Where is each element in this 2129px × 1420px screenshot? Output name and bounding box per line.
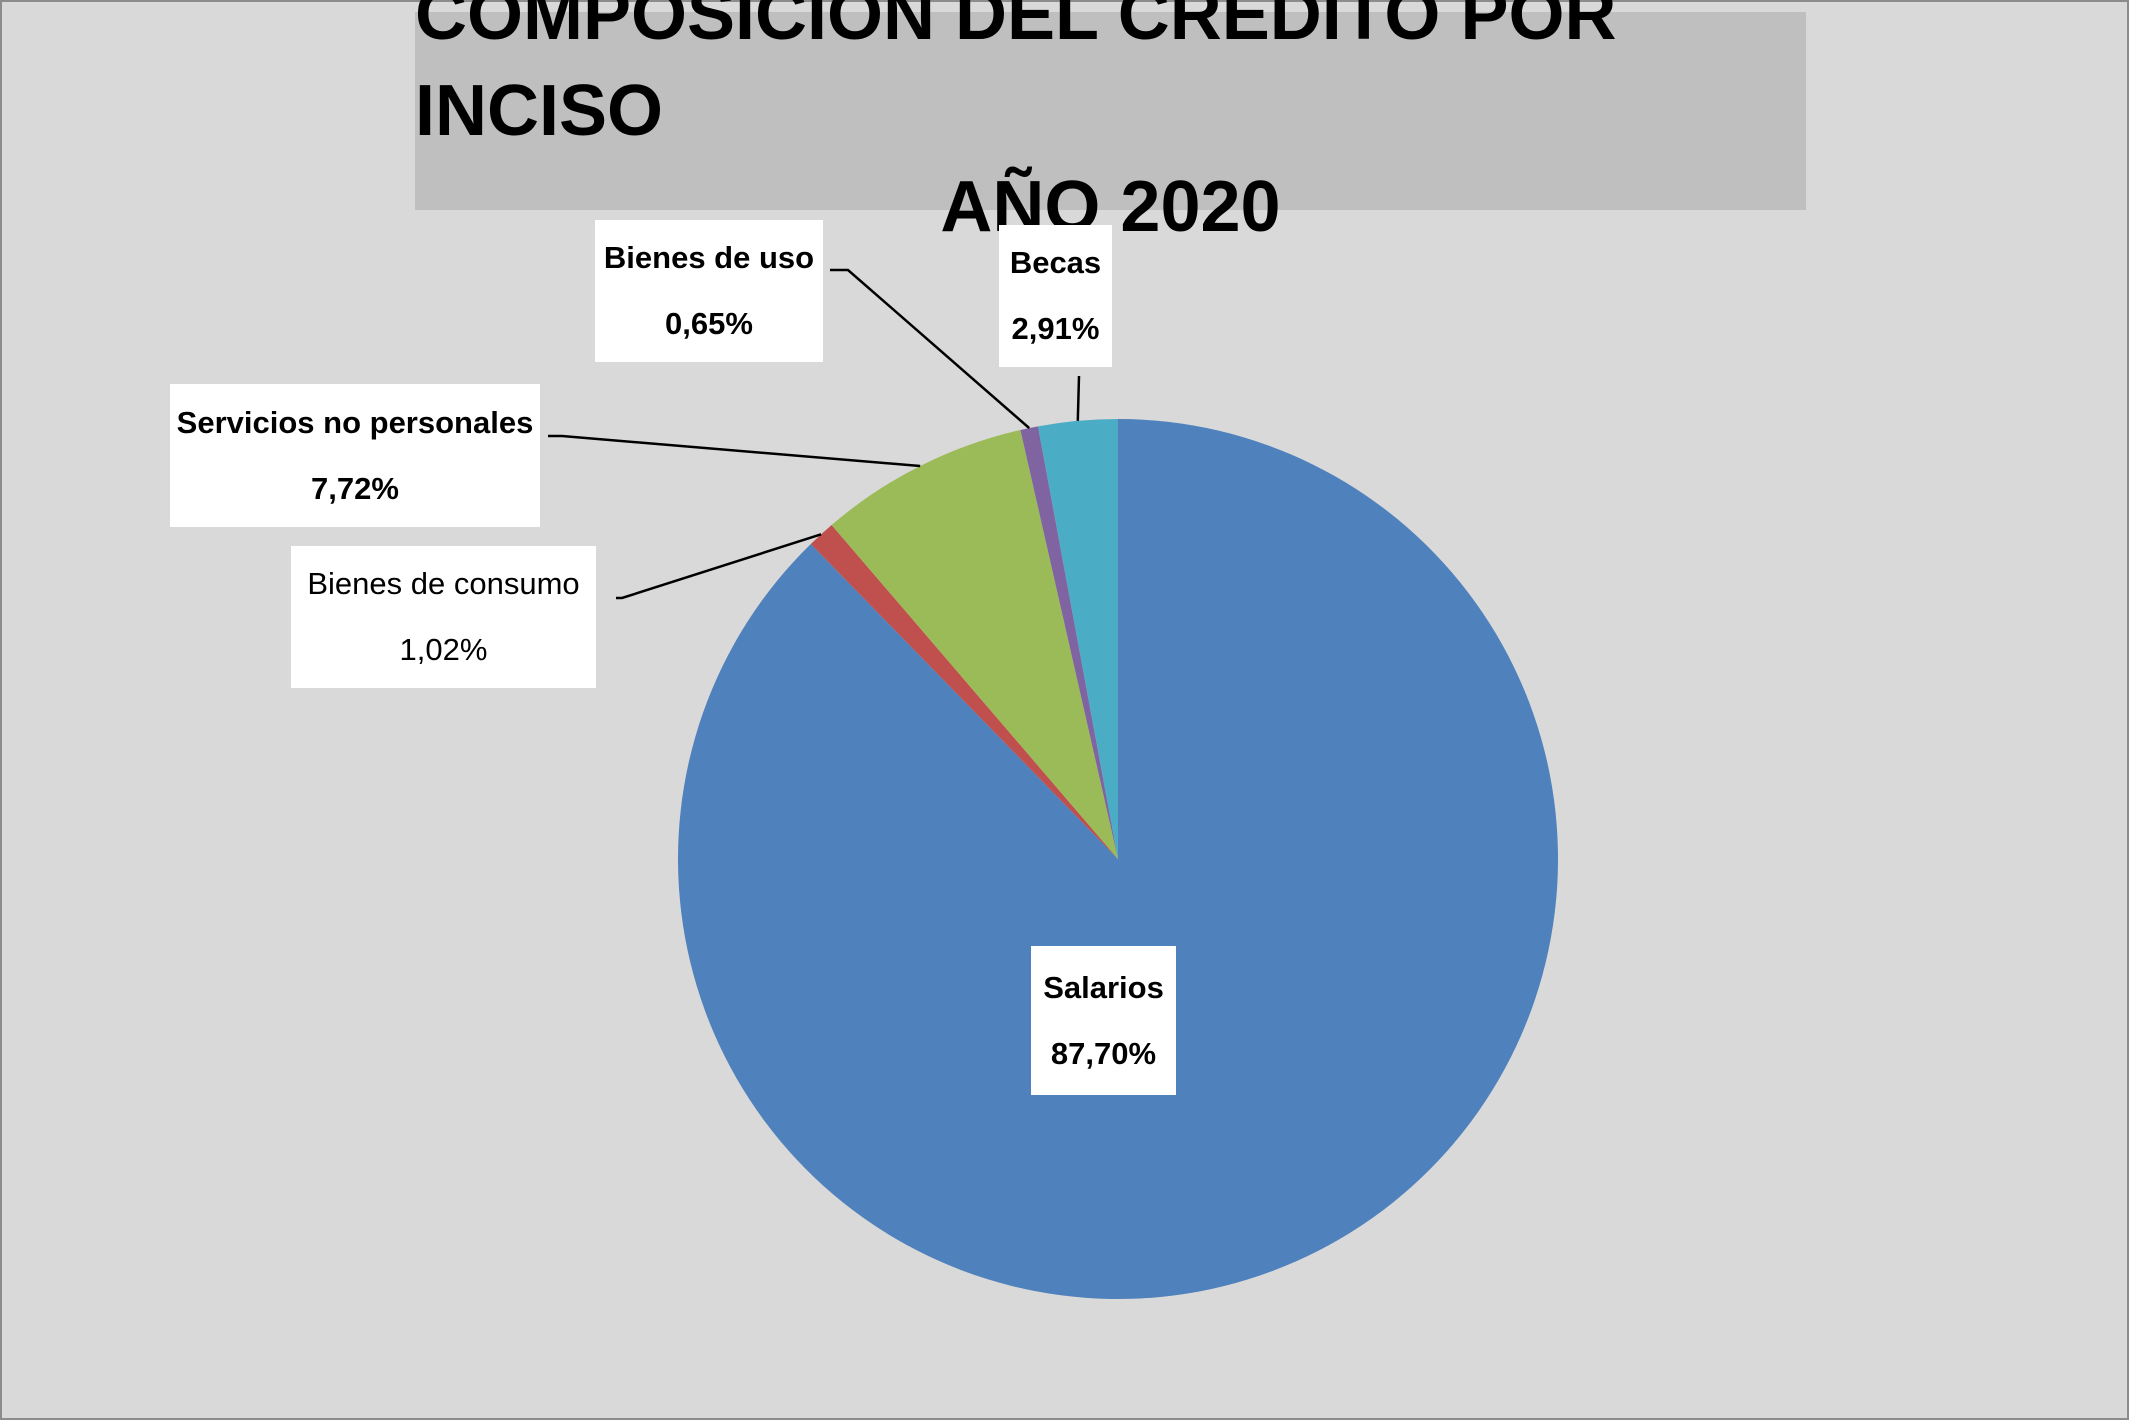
data-label-servicios-no-personales: Servicios no personales 7,72%	[170, 384, 540, 527]
data-label-becas: Becas 2,91%	[999, 225, 1112, 367]
chart-title: COMPOSICIÓN DEL CRÉDITO POR INCISO	[415, 0, 1617, 151]
data-label-salarios: Salarios 87,70%	[1031, 946, 1176, 1095]
data-label-value: 87,70%	[1050, 1035, 1157, 1071]
data-label-category: Bienes de consumo	[307, 566, 580, 601]
data-label-value: 2,91%	[1011, 311, 1100, 346]
leader-line-servicios-no-personales	[548, 434, 921, 468]
data-label-value: 7,72%	[311, 470, 399, 506]
data-label-bienes-de-consumo: Bienes de consumo 1,02%	[291, 546, 596, 688]
slice-salarios	[678, 419, 1559, 1299]
leader-line-becas	[1076, 375, 1081, 421]
data-label-category: Bienes de uso	[603, 240, 815, 275]
leader-line-bienes-de-uso	[830, 268, 1031, 430]
data-label-category: Salarios	[1043, 969, 1164, 1005]
slice-bienes-de-uso	[1020, 426, 1118, 859]
data-label-value: 0,65%	[665, 306, 753, 341]
slice-bienes-de-consumo	[810, 524, 1118, 859]
data-label-category: Servicios no personales	[176, 404, 534, 440]
chart-title-box: COMPOSICIÓN DEL CRÉDITO POR INCISO AÑO 2…	[415, 0, 1806, 247]
data-label-category: Becas	[1009, 245, 1102, 280]
leader-line-bienes-de-consumo	[616, 533, 822, 600]
data-label-bienes-de-uso: Bienes de uso 0,65%	[595, 220, 823, 362]
slice-servicios-no-personales	[831, 429, 1118, 859]
data-label-value: 1,02%	[399, 632, 488, 667]
slice-becas	[1038, 419, 1118, 859]
